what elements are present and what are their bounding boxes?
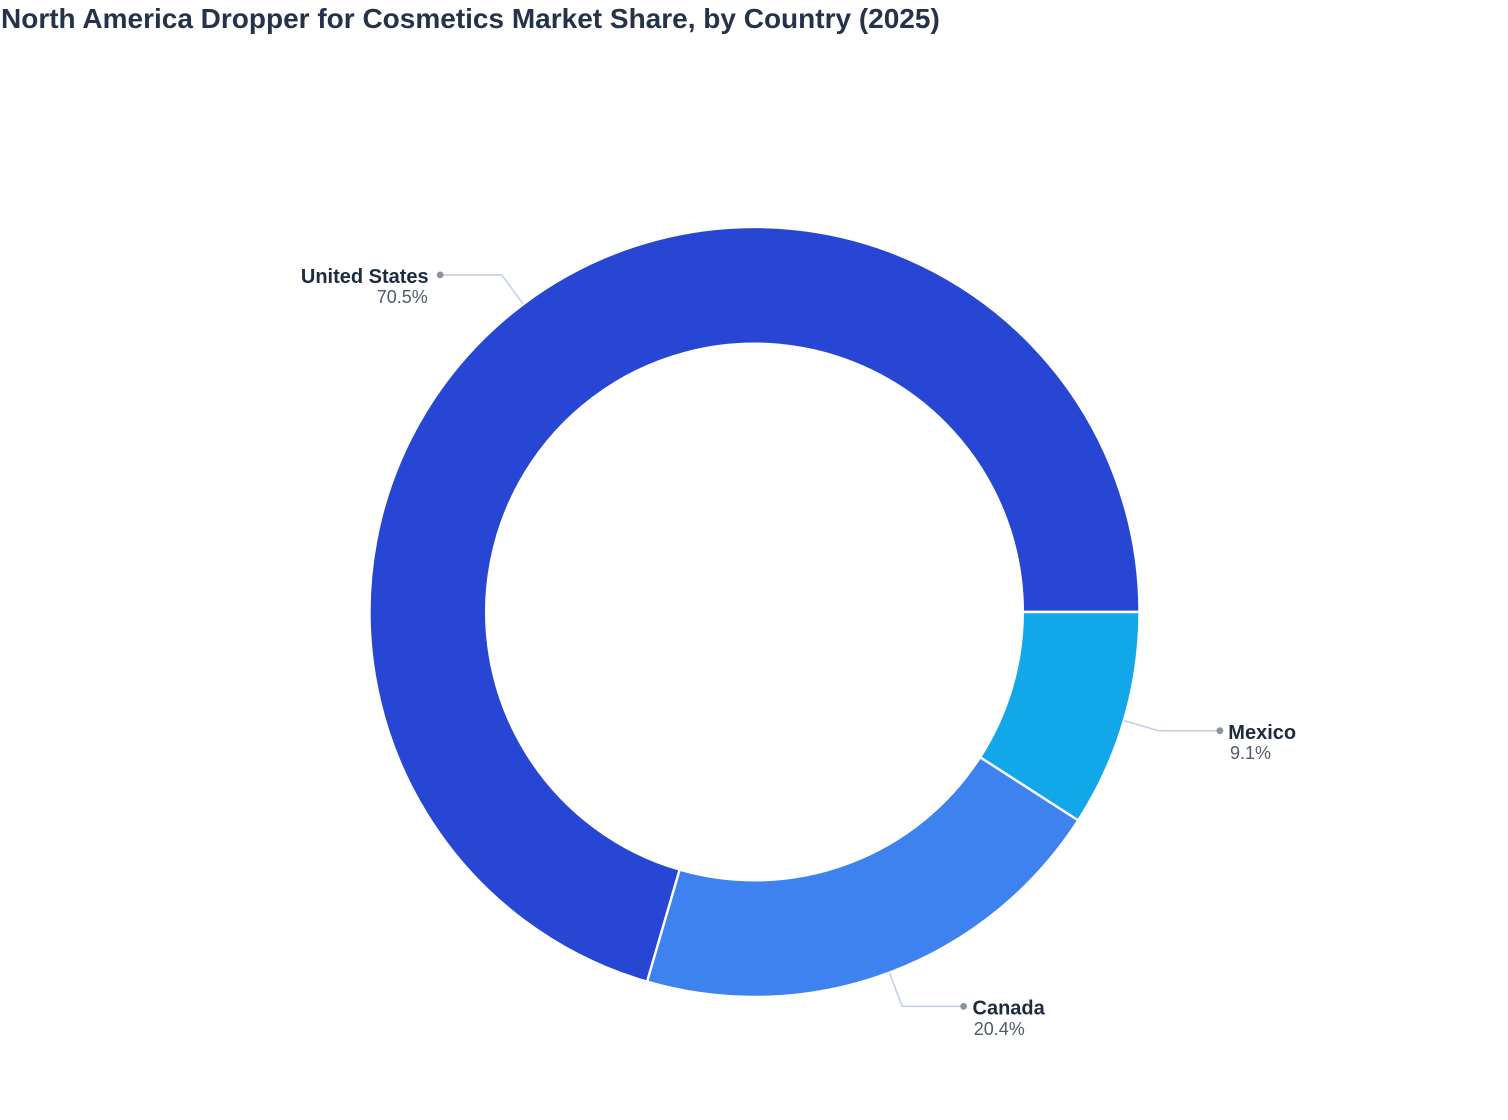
svg-text:Canada: Canada xyxy=(973,998,1046,1020)
svg-text:United States: United States xyxy=(301,266,429,288)
svg-text:Mexico: Mexico xyxy=(1228,722,1296,744)
svg-text:20.4%: 20.4% xyxy=(974,1019,1025,1039)
svg-text:70.5%: 70.5% xyxy=(377,287,428,307)
svg-text:9.1%: 9.1% xyxy=(1230,743,1271,763)
svg-text:North America Dropper for Cosm: North America Dropper for Cosmetics Mark… xyxy=(1,3,940,34)
